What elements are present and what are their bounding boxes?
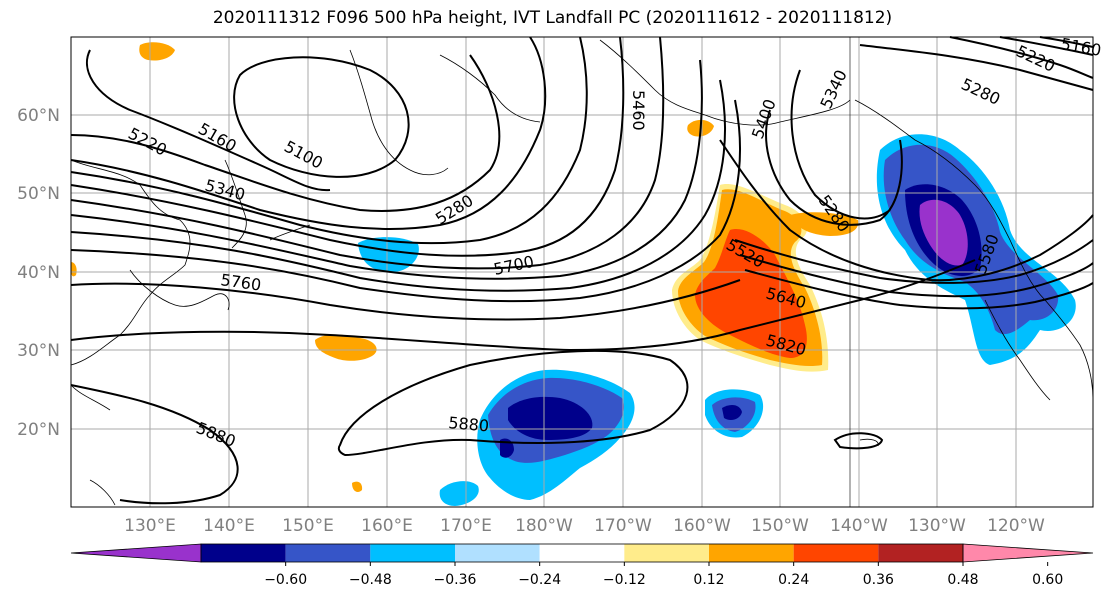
lon-label: 130°W bbox=[908, 516, 966, 536]
lon-label: 170°E bbox=[440, 516, 492, 536]
colorbar-tick-label: 0.12 bbox=[693, 572, 724, 588]
colorbar-tick-label: −0.12 bbox=[603, 572, 646, 588]
lon-label: 120°W bbox=[987, 516, 1045, 536]
colorbar-tick-label: 0.48 bbox=[947, 572, 978, 588]
colorbar-segment bbox=[285, 544, 371, 562]
lat-label: 30°N bbox=[17, 341, 60, 361]
lat-label: 60°N bbox=[17, 106, 60, 126]
lon-label: 160°W bbox=[673, 516, 731, 536]
lon-label: 170°W bbox=[594, 516, 652, 536]
map-frame bbox=[70, 36, 1094, 508]
colorbar-segment bbox=[709, 544, 794, 562]
height-contours bbox=[70, 36, 1094, 505]
colorbar-tick-label: −0.24 bbox=[518, 572, 561, 588]
colorbar-tick-label: 0.24 bbox=[778, 572, 809, 588]
contour-label: 5880 bbox=[448, 413, 490, 435]
colorbar-segment bbox=[878, 544, 963, 562]
colorbar-tick-label: −0.48 bbox=[349, 572, 392, 588]
colorbar-border bbox=[200, 543, 964, 563]
lon-label: 160°E bbox=[361, 516, 413, 536]
colorbar-segment bbox=[793, 544, 879, 562]
longitude-labels: 130°E 140°E 150°E 160°E 170°E 180°W 170°… bbox=[124, 516, 1045, 536]
colorbar-segment bbox=[455, 544, 540, 562]
colorbar-tick-label: 0.36 bbox=[863, 572, 894, 588]
lon-label: 150°E bbox=[282, 516, 334, 536]
lat-label: 50°N bbox=[17, 184, 60, 204]
colorbar-segment bbox=[201, 544, 286, 562]
colorbar-extend-high bbox=[962, 543, 1094, 563]
colorbar-segment bbox=[370, 544, 455, 562]
lon-label: 140°W bbox=[830, 516, 888, 536]
colorbar-segment bbox=[624, 544, 709, 562]
contour-label: 5460 bbox=[629, 90, 648, 131]
lat-label: 20°N bbox=[17, 420, 60, 440]
lon-label: 140°E bbox=[203, 516, 255, 536]
map-title: 2020111312 F096 500 hPa height, IVT Land… bbox=[212, 8, 893, 28]
colorbar-tick-label: 0.60 bbox=[1032, 572, 1063, 588]
colorbar-segment bbox=[539, 544, 625, 562]
positive-ivt-shading bbox=[71, 42, 859, 492]
lat-label: 40°N bbox=[17, 263, 60, 283]
colorbar-tick-label: −0.60 bbox=[264, 572, 307, 588]
lon-label: 150°W bbox=[751, 516, 809, 536]
lon-label: 130°E bbox=[124, 516, 176, 536]
colorbar-extend-low bbox=[70, 543, 202, 563]
latitude-labels: 60°N 50°N 40°N 30°N 20°N bbox=[17, 106, 60, 440]
colorbar: −0.60 −0.48 −0.36 −0.24 −0.12 0.12 0.24 0.36 0.4… bbox=[70, 543, 1094, 588]
colorbar-tick-label: −0.36 bbox=[434, 572, 477, 588]
lon-label: 180°W bbox=[515, 516, 573, 536]
